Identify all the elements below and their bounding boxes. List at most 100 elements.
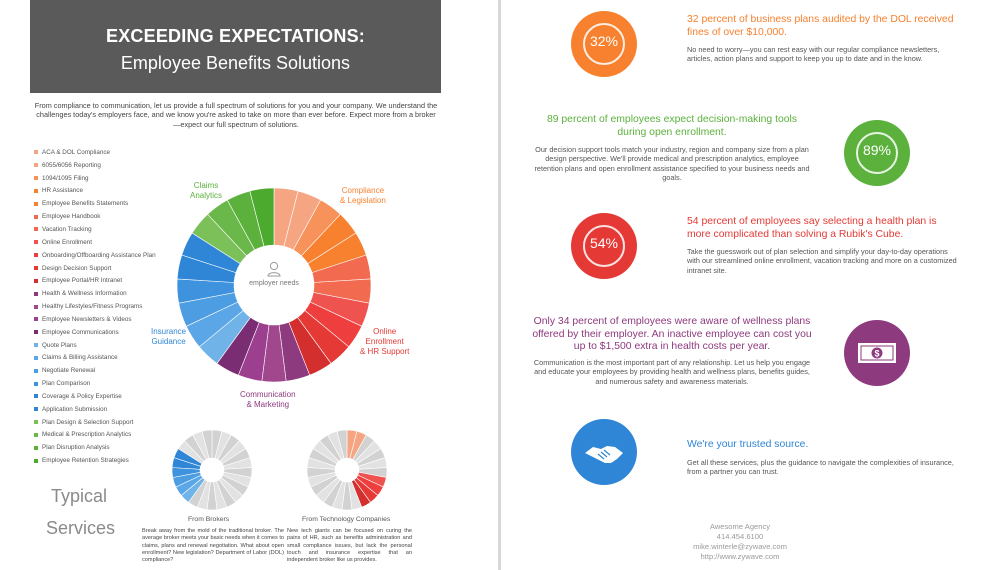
service-color-swatch [34, 445, 38, 450]
service-label: Medical & Prescription Analytics [42, 431, 132, 439]
service-label: ACA & DOL Compliance [42, 148, 111, 156]
service-item: Employee Benefits Statements [34, 197, 156, 210]
person-icon [267, 261, 281, 277]
service-color-swatch [34, 368, 38, 373]
service-item: Medical & Prescription Analytics [34, 429, 156, 442]
segment-label-compliance: Compliance & Legislation [340, 186, 386, 205]
service-label: Plan Disruption Analysis [42, 444, 110, 452]
service-item: Negotiate Renewal [34, 364, 156, 377]
service-label: Online Enrollment [42, 238, 93, 246]
service-item: HR Assistance [34, 185, 156, 198]
service-label: 1094/1095 Filing [42, 174, 89, 182]
stat1-body: No need to worry—you can rest easy with … [687, 45, 940, 64]
services-word: Services [46, 518, 116, 538]
service-label: Plan Comparison [42, 380, 91, 388]
service-label: 6055/6056 Reporting [42, 161, 101, 169]
service-item: Claims & Billing Assistance [34, 352, 156, 365]
service-item: Application Submission [34, 403, 156, 416]
service-color-swatch [34, 253, 38, 258]
service-color-swatch [34, 381, 38, 386]
stat-pct-32: 32% [589, 33, 619, 49]
service-item: Plan Disruption Analysis [34, 441, 156, 454]
money-circle: $ [844, 320, 910, 386]
service-color-swatch [34, 407, 38, 412]
service-color-swatch [34, 266, 38, 271]
stat-ring-54: 54% [571, 213, 637, 279]
svg-text:$: $ [874, 349, 879, 359]
typical-word: Typical [50, 486, 108, 506]
stat2-title: 89 percent of employees expect decision-… [546, 114, 798, 138]
service-label: HR Assistance [42, 187, 83, 195]
service-item: Coverage & Policy Expertise [34, 390, 156, 403]
service-color-swatch [34, 201, 38, 206]
service-item: Employee Portal/HR Intranet [34, 274, 156, 287]
services-list: ACA & DOL Compliance 6055/6056 Reporting 1… [34, 146, 156, 467]
service-label: Quote Plans [42, 341, 77, 349]
service-color-swatch [34, 278, 38, 283]
brokers-text: Break away from the mold of the traditio… [142, 528, 284, 564]
service-item: Plan Design & Selection Support [34, 416, 156, 429]
page-divider [498, 0, 501, 570]
service-color-swatch [34, 432, 38, 437]
ring-inner [583, 23, 625, 65]
brokers-mini-hub [200, 458, 224, 482]
banner-title: EXCEEDING EXPECTATIONS: [106, 26, 365, 46]
service-item: Online Enrollment [34, 236, 156, 249]
wheel-center: employer needs [244, 261, 304, 287]
service-label: Negotiate Renewal [42, 367, 96, 375]
handshake-circle [571, 419, 637, 485]
service-item: Employee Retention Strategies [34, 454, 156, 467]
segment-label-online: Online Enrollment & HR Support [360, 327, 410, 356]
tech-text: New tech giants can be focused on curing… [287, 528, 412, 564]
stat3-title: 54 percent of employees say selecting a … [687, 216, 937, 240]
service-label: Healthy Lifestyles/Fitness Programs [42, 303, 143, 311]
service-label: Onboarding/Offboarding Assistance Plan [42, 251, 156, 259]
segment-label-insurance: Insurance Guidance [151, 327, 187, 346]
stat5-body: Get all these services, plus the guidanc… [687, 458, 954, 477]
ring-inner [856, 132, 898, 174]
brokers-mini-wheel [171, 429, 253, 511]
title-banner: EXCEEDING EXPECTATIONS: Employee Benefit… [30, 0, 441, 93]
agency-name: Awesome Agency [709, 522, 771, 531]
service-color-swatch [34, 355, 38, 360]
service-color-swatch [34, 176, 38, 181]
employer-needs-wheel [176, 187, 372, 383]
stat1-title: 32 percent of business plans audited by … [687, 14, 954, 38]
typical-services-heading: Typical Services [46, 480, 116, 544]
service-color-swatch [34, 458, 38, 463]
stat4-title: Only 34 percent of employees were aware … [532, 316, 812, 352]
service-color-swatch [34, 240, 38, 245]
service-color-swatch [34, 317, 38, 322]
stat-pct-89: 89% [862, 142, 892, 158]
handshake-icon [585, 446, 623, 463]
service-color-swatch [34, 188, 38, 193]
website-url: http://www.zywave.com [700, 552, 780, 561]
stat-ring-89: 89% [844, 120, 910, 186]
service-color-swatch [34, 291, 38, 296]
service-label: Employee Newsletters & Videos [42, 315, 132, 323]
ring-inner [583, 225, 625, 267]
service-item: Employee Handbook [34, 210, 156, 223]
service-label: Design Decision Support [42, 264, 112, 272]
service-item: Plan Comparison [34, 377, 156, 390]
service-label: Claims & Billing Assistance [42, 354, 118, 362]
tech-mini-hub [335, 458, 359, 482]
service-item: Healthy Lifestyles/Fitness Programs [34, 300, 156, 313]
service-label: Plan Design & Selection Support [42, 418, 134, 426]
service-color-swatch [34, 163, 38, 168]
service-item: Employee Communications [34, 326, 156, 339]
service-color-swatch [34, 343, 38, 348]
money-icon: $ [858, 343, 896, 363]
segment-label-claims: Claims Analytics [190, 181, 223, 200]
service-item: 1094/1095 Filing [34, 172, 156, 185]
contact-block: Awesome Agency 414.454.6100 mike.winterl… [660, 522, 820, 562]
service-item: Design Decision Support [34, 262, 156, 275]
tech-mini-wheel [306, 429, 388, 511]
stat-ring-32: 32% [571, 11, 637, 77]
service-color-swatch [34, 330, 38, 335]
service-color-swatch [34, 394, 38, 399]
service-color-swatch [34, 150, 38, 155]
brokers-label: From Brokers [188, 516, 230, 523]
service-label: Employee Handbook [42, 213, 101, 221]
